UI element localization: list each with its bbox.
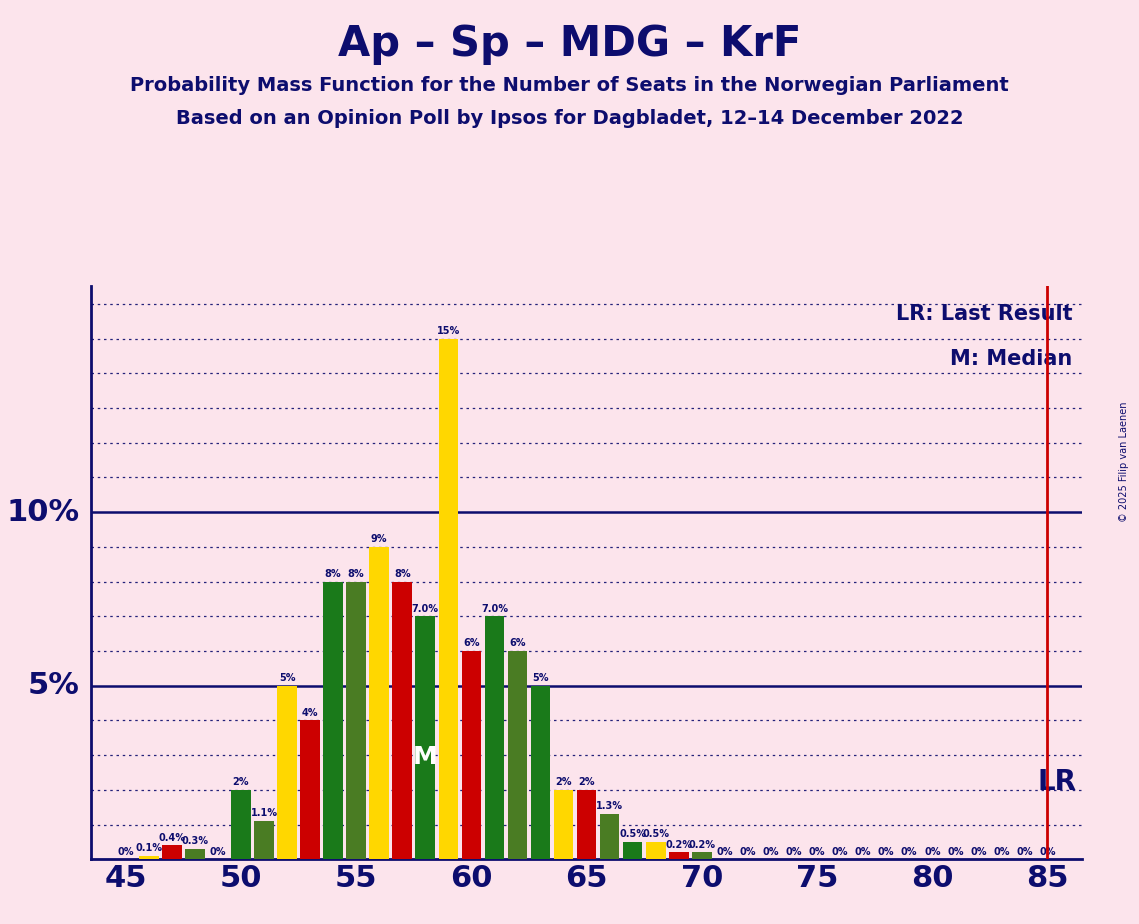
Bar (277, 686, 297, 859)
Text: 0%: 0% (993, 846, 1009, 857)
Bar (508, 651, 527, 859)
Text: 2%: 2% (556, 777, 572, 787)
Text: 0%: 0% (878, 846, 894, 857)
Text: 0%: 0% (809, 846, 826, 857)
Bar (623, 842, 642, 859)
Text: 0%: 0% (716, 846, 734, 857)
Text: 0%: 0% (117, 846, 134, 857)
Text: 5%: 5% (279, 673, 295, 683)
Text: 5%: 5% (532, 673, 549, 683)
Text: 8%: 8% (394, 569, 410, 578)
Bar (231, 790, 251, 859)
Text: 8%: 8% (325, 569, 342, 578)
Text: 6%: 6% (464, 638, 480, 649)
Text: 2%: 2% (232, 777, 249, 787)
Text: 0.2%: 0.2% (665, 840, 693, 849)
Text: 7.0%: 7.0% (412, 603, 439, 614)
Text: M: Median: M: Median (950, 349, 1072, 370)
Text: 0%: 0% (947, 846, 964, 857)
Text: 15%: 15% (436, 326, 460, 335)
Text: 8%: 8% (347, 569, 364, 578)
Text: 0.2%: 0.2% (688, 840, 715, 849)
Bar (439, 338, 458, 859)
Text: 1.1%: 1.1% (251, 808, 278, 819)
Text: 0%: 0% (901, 846, 917, 857)
Bar (393, 581, 412, 859)
Text: 0%: 0% (786, 846, 802, 857)
Text: 1.3%: 1.3% (596, 801, 623, 811)
Bar (346, 581, 366, 859)
Text: 0.5%: 0.5% (642, 829, 670, 839)
Bar (369, 547, 390, 859)
Bar (669, 852, 689, 859)
Text: 0%: 0% (855, 846, 871, 857)
Text: Ap – Sp – MDG – KrF: Ap – Sp – MDG – KrF (338, 23, 801, 65)
Bar (254, 821, 273, 859)
Text: 0%: 0% (1016, 846, 1033, 857)
Text: 7.0%: 7.0% (481, 603, 508, 614)
Bar (185, 849, 205, 859)
Bar (693, 852, 712, 859)
Text: LR: LR (1038, 768, 1076, 796)
Text: 5%: 5% (27, 671, 80, 700)
Text: 0.3%: 0.3% (181, 836, 208, 846)
Bar (461, 651, 481, 859)
Text: 4%: 4% (302, 708, 318, 718)
Bar (323, 581, 343, 859)
Bar (484, 616, 505, 859)
Bar (646, 842, 665, 859)
Text: 0%: 0% (831, 846, 849, 857)
Bar (600, 814, 620, 859)
Bar (301, 721, 320, 859)
Text: 0.1%: 0.1% (136, 843, 162, 853)
Text: Based on an Opinion Poll by Ipsos for Dagbladet, 12–14 December 2022: Based on an Opinion Poll by Ipsos for Da… (175, 109, 964, 128)
Text: 0%: 0% (763, 846, 779, 857)
Text: 0%: 0% (924, 846, 941, 857)
Bar (554, 790, 573, 859)
Bar (162, 845, 181, 859)
Text: M: M (413, 746, 437, 770)
Text: 0.5%: 0.5% (620, 829, 646, 839)
Text: 9%: 9% (371, 534, 387, 544)
Bar (576, 790, 597, 859)
Bar (139, 856, 158, 859)
Text: 2%: 2% (579, 777, 595, 787)
Bar (416, 616, 435, 859)
Text: 0%: 0% (210, 846, 227, 857)
Text: © 2025 Filip van Laenen: © 2025 Filip van Laenen (1120, 402, 1129, 522)
Text: 0%: 0% (739, 846, 756, 857)
Text: 0%: 0% (970, 846, 986, 857)
Text: LR: Last Result: LR: Last Result (895, 304, 1072, 323)
Text: 0%: 0% (1039, 846, 1056, 857)
Text: 0.4%: 0.4% (158, 833, 186, 843)
Bar (531, 686, 550, 859)
Text: 6%: 6% (509, 638, 526, 649)
Text: 10%: 10% (6, 498, 80, 527)
Text: Probability Mass Function for the Number of Seats in the Norwegian Parliament: Probability Mass Function for the Number… (130, 76, 1009, 95)
